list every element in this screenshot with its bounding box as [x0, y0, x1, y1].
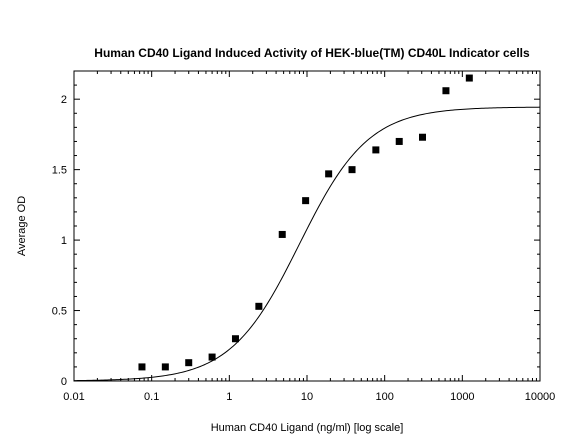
data-point — [395, 137, 403, 145]
data-point — [208, 353, 216, 361]
y-axis: 0 0.5 1 1.5 2 — [52, 70, 540, 388]
data-point — [348, 166, 356, 174]
fit-curve — [73, 106, 541, 382]
chart-title: Human CD40 Ligand Induced Activity of HE… — [94, 46, 530, 60]
data-point — [442, 87, 450, 95]
data-point — [465, 74, 473, 82]
x-axis: 0.01 0.1 1 10 100 1000 10000 — [63, 71, 555, 403]
data-points — [138, 74, 473, 371]
y-tick-label: 2 — [61, 94, 67, 106]
data-point — [231, 335, 239, 343]
data-point — [161, 363, 169, 371]
x-tick-label: 1 — [226, 391, 232, 403]
data-point — [278, 230, 286, 238]
x-tick-label: 10000 — [525, 391, 556, 403]
x-tick-label: 0.1 — [144, 391, 159, 403]
y-tick-label: 1 — [61, 235, 67, 247]
data-point — [302, 197, 310, 205]
x-tick-label: 1000 — [450, 391, 474, 403]
y-tick-label: 0.5 — [52, 306, 67, 318]
x-tick-label: 0.01 — [63, 391, 84, 403]
x-tick-label: 10 — [301, 391, 313, 403]
data-point — [185, 359, 193, 367]
plot-frame — [73, 70, 541, 382]
data-point — [138, 363, 146, 371]
y-tick-label: 1.5 — [52, 165, 67, 177]
data-point — [419, 133, 426, 141]
x-tick-label: 100 — [375, 391, 393, 403]
data-point — [372, 146, 380, 154]
data-point — [255, 302, 263, 310]
y-tick-label: 0 — [61, 376, 67, 388]
y-axis-label: Average OD — [16, 196, 28, 256]
x-axis-label: Human CD40 Ligand (ng/ml) [log scale] — [211, 422, 404, 434]
data-point — [325, 170, 333, 178]
